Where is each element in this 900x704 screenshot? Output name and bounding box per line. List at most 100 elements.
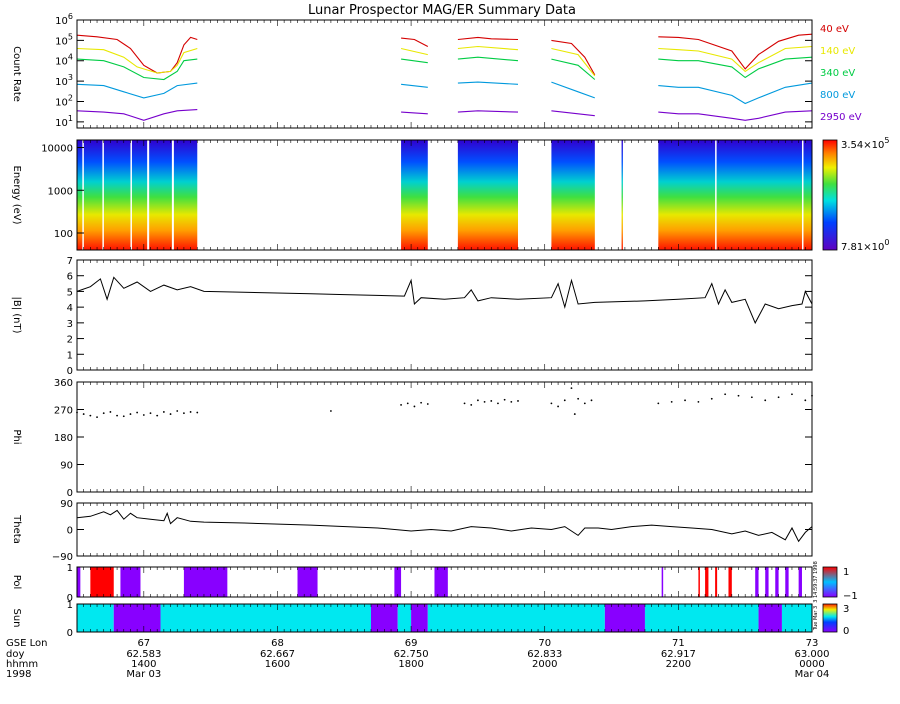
phi-point-41 bbox=[590, 399, 593, 402]
phi-point-46 bbox=[710, 397, 713, 400]
energy-colorbar-min: 7.81×100 bbox=[841, 238, 889, 253]
count-rate-series-3-seg-4 bbox=[658, 82, 813, 105]
phi-ytick-1: 90 bbox=[60, 461, 73, 472]
theta-ytick-2: 90 bbox=[60, 499, 73, 510]
count-rate-ytick-2-exp: 3 bbox=[68, 73, 73, 82]
phi-point-4 bbox=[102, 412, 105, 415]
count-rate-series-4-seg-4 bbox=[658, 110, 813, 121]
phi-point-45 bbox=[697, 400, 700, 403]
energy-colorbar-min-base: 7.81×10 bbox=[841, 242, 884, 253]
count-rate-series-4-seg-3 bbox=[551, 110, 595, 117]
count-rate-ytick-5-base: 10 bbox=[55, 16, 68, 27]
x-tick-doy-4: 62.917 bbox=[661, 649, 696, 660]
count-rate-legend-1: 140 eV bbox=[820, 46, 855, 57]
pol-ytick-1: 1 bbox=[67, 563, 73, 574]
btot-ytick-0: 0 bbox=[67, 366, 73, 377]
phi-point-16 bbox=[183, 412, 185, 415]
energy-ytick-1: 1000 bbox=[48, 186, 73, 197]
phi-ytick-3: 270 bbox=[54, 406, 73, 417]
phi-ytick-4: 360 bbox=[54, 378, 73, 389]
pol-block-15 bbox=[785, 567, 789, 597]
phi-point-49 bbox=[750, 396, 753, 399]
phi-point-14 bbox=[169, 413, 172, 415]
energy-ytick-0: 100 bbox=[54, 229, 73, 240]
sun-ytick-1: 1 bbox=[67, 600, 73, 611]
btot-ylabel: |B| (nT) bbox=[11, 296, 22, 333]
phi-point-27 bbox=[477, 399, 479, 402]
chart-title: Lunar Prospector MAG/ER Summary Data bbox=[308, 3, 576, 18]
count-rate-ytick-0-exp: 1 bbox=[68, 114, 73, 123]
sun-panel: Sun 0 1 3 0 Tue Mar 3 bbox=[11, 600, 849, 639]
x-tick-lon-3: 70 bbox=[538, 638, 551, 649]
btot-ytick-2: 2 bbox=[67, 335, 73, 346]
energy-ytick-2: 10000 bbox=[41, 144, 73, 155]
energy-gap-3 bbox=[147, 140, 150, 250]
phi-point-35 bbox=[557, 405, 559, 408]
sun-side-text: Tue Mar 3 bbox=[813, 606, 819, 631]
btot-ytick-3: 3 bbox=[67, 319, 73, 330]
phi-point-36 bbox=[563, 399, 566, 402]
energy-gap-2 bbox=[130, 140, 132, 250]
x-row-label-2: hhmm bbox=[6, 659, 38, 670]
count-rate-ytick-4-base: 10 bbox=[55, 36, 68, 47]
count-rate-series-4-seg-0 bbox=[76, 109, 198, 121]
count-rate-series-0-seg-1 bbox=[401, 37, 429, 47]
sun-block-6 bbox=[427, 604, 605, 632]
phi-point-21 bbox=[406, 402, 409, 405]
phi-point-47 bbox=[724, 393, 727, 396]
theta-panel: Theta −90 0 90 bbox=[11, 499, 813, 563]
x-tick-date-0: Mar 03 bbox=[126, 669, 161, 680]
count-rate-ytick-3-base: 10 bbox=[55, 57, 68, 68]
sun-block-4 bbox=[397, 604, 412, 632]
x-tick-doy-5: 63.000 bbox=[795, 649, 830, 660]
btot-ytick-6: 6 bbox=[67, 272, 73, 283]
count-rate-ytick-3-exp: 4 bbox=[68, 53, 73, 62]
pol-block-3 bbox=[183, 567, 228, 597]
energy-colorbar bbox=[822, 139, 838, 251]
x-tick-hhmm-4: 2200 bbox=[666, 659, 691, 670]
x-tick-lon-5: 73 bbox=[806, 638, 819, 649]
count-rate-series-2-seg-2 bbox=[457, 56, 519, 62]
phi-point-23 bbox=[420, 401, 423, 404]
energy-block-2 bbox=[457, 140, 518, 250]
x-tick-hhmm-0: 1400 bbox=[131, 659, 156, 670]
energy-gap-0 bbox=[82, 140, 84, 250]
phi-point-2 bbox=[89, 414, 92, 417]
x-tick-doy-1: 62.667 bbox=[260, 649, 295, 660]
pol-colorbar-bottom: −1 bbox=[843, 591, 858, 602]
energy-block-0 bbox=[77, 140, 198, 250]
pol-ylabel: Pol bbox=[11, 575, 22, 590]
phi-panel: Phi 0 90 180 270 360 bbox=[11, 378, 813, 499]
sun-colorbar-top: 3 bbox=[843, 604, 849, 615]
phi-point-26 bbox=[470, 404, 473, 406]
pol-block-12 bbox=[755, 567, 759, 597]
count-rate-ytick-1-exp: 2 bbox=[68, 93, 73, 102]
count-rate-ytick-2: 103 bbox=[55, 73, 73, 88]
count-rate-ytick-2-base: 10 bbox=[55, 77, 68, 88]
phi-point-1 bbox=[82, 413, 85, 415]
energy-colorbar-max-exp: 5 bbox=[884, 136, 889, 145]
sun-colorbar bbox=[822, 603, 838, 633]
pol-block-14 bbox=[775, 567, 779, 597]
magnetic-field-magnitude-panel: |B| (nT) 0 1 2 3 4 5 6 7 bbox=[11, 256, 813, 377]
count-rate-series-3-seg-2 bbox=[457, 81, 519, 85]
count-rate-ytick-0-base: 10 bbox=[55, 118, 68, 129]
theta-ytick-1: 0 bbox=[67, 526, 73, 537]
phi-ytick-0: 0 bbox=[67, 488, 73, 499]
phi-point-22 bbox=[413, 405, 416, 408]
count-rate-legend-4: 2950 eV bbox=[820, 112, 862, 123]
phi-frame bbox=[76, 381, 813, 493]
count-rate-legend-3: 800 eV bbox=[820, 90, 855, 101]
pol-block-4 bbox=[297, 567, 318, 597]
phi-point-9 bbox=[136, 411, 139, 414]
energy-gap-4 bbox=[171, 140, 174, 250]
pol-colorbar bbox=[822, 566, 838, 598]
phi-point-19 bbox=[330, 410, 332, 412]
btot-ytick-7: 7 bbox=[67, 256, 73, 267]
pol-block-5 bbox=[394, 567, 402, 597]
pol-colorbar-top: 1 bbox=[843, 567, 849, 578]
count-rate-ytick-5-exp: 6 bbox=[68, 12, 73, 21]
pol-block-10 bbox=[715, 567, 718, 597]
count-rate-series-1-seg-3 bbox=[551, 47, 596, 77]
